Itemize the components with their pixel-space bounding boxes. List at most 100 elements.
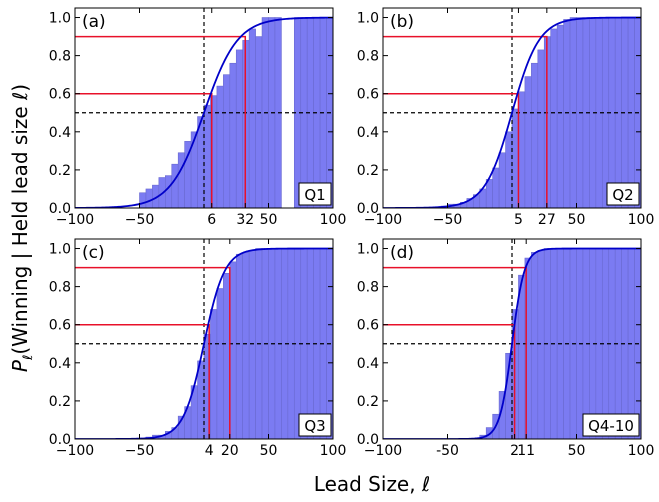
y-tick-label: 0.6 xyxy=(357,87,379,103)
axes-frame xyxy=(382,7,642,209)
y-tick-label: 1.0 xyxy=(357,11,379,27)
y-tick-label: 1.0 xyxy=(357,242,379,258)
threshold-line xyxy=(75,266,231,439)
histogram-bar xyxy=(223,74,231,208)
threshold-line xyxy=(383,92,520,208)
panel-label: (d) xyxy=(390,243,414,263)
x-tick-label: 4 xyxy=(205,443,214,459)
panel-a: 0.0 0.2 0.4 0.6 0.8 1.0 −100 −50 6 32 50 100 (a) Q1 xyxy=(49,7,347,228)
y-axis-title: Pℓ(Winning | Held lead size ℓ) xyxy=(8,84,36,372)
histogram-bar xyxy=(171,163,179,208)
plot-area xyxy=(75,239,333,439)
histogram-bar xyxy=(235,253,243,439)
histogram-bar xyxy=(518,274,526,439)
axes-frame xyxy=(74,238,334,440)
x-tick-label: 20 xyxy=(221,443,239,459)
panel-b: 0.0 0.2 0.4 0.6 0.8 1.0 −100 −50 5 27 50 100 (b) Q2 xyxy=(357,7,655,228)
x-tick-label: 100 xyxy=(628,212,655,228)
histogram-bar xyxy=(229,261,237,439)
y-tick-label: 0.2 xyxy=(49,163,71,179)
panel-d: 0.0 0.2 0.4 0.6 0.8 1.0 −100 -50 211 50 100 (d) Q4-1… xyxy=(357,238,655,459)
x-tick-label: 2 xyxy=(510,443,519,459)
histogram-bar xyxy=(255,36,263,208)
histogram-bar xyxy=(518,91,526,208)
x-tick-label: −50 xyxy=(125,212,155,228)
y-tick-label: 0.0 xyxy=(49,432,71,448)
y-tick-label: 0.6 xyxy=(357,318,379,334)
y-tick-label: 1.0 xyxy=(49,11,71,27)
x-tick-label: 6 xyxy=(207,212,216,228)
x-tick-label: −50 xyxy=(125,443,155,459)
quarter-box xyxy=(298,182,332,206)
x-tick-label: 100 xyxy=(320,443,347,459)
quarter-label: Q4-10 xyxy=(588,417,634,435)
histogram-bar xyxy=(235,49,243,208)
plot-area xyxy=(383,239,641,439)
logistic-fit-curve xyxy=(75,16,333,208)
axes-frame xyxy=(74,7,334,209)
histogram-bar xyxy=(524,76,532,208)
y-axis-title-subscript: ℓ xyxy=(21,355,36,361)
x-tick-label: 5 xyxy=(514,212,523,228)
plot-area xyxy=(75,8,333,208)
y-tick-label: 0.8 xyxy=(49,49,71,65)
histogram-bar xyxy=(229,62,237,208)
x-tick-label: −100 xyxy=(56,443,94,459)
histogram-bar xyxy=(203,104,211,208)
y-tick-label: 0.2 xyxy=(357,163,379,179)
histogram-bar xyxy=(531,252,539,439)
x-tick-label: −100 xyxy=(364,212,402,228)
y-tick-label: 1.0 xyxy=(49,242,71,258)
y-tick-label: 0.8 xyxy=(49,280,71,296)
x-tick-label: −100 xyxy=(364,443,402,459)
y-axis-title-text: (Winning | Held lead size ℓ) xyxy=(8,84,32,355)
histogram-bar xyxy=(210,309,218,439)
histogram-bar xyxy=(492,167,500,208)
plot-area xyxy=(383,8,641,208)
y-tick-label: 0.4 xyxy=(49,125,71,141)
x-tick-label: 27 xyxy=(538,212,556,228)
x-tick-label: 50 xyxy=(568,443,586,459)
threshold-line xyxy=(75,35,247,208)
histogram-bar xyxy=(511,108,519,208)
y-tick-label: 0.2 xyxy=(357,394,379,410)
histogram-bar xyxy=(139,192,147,208)
y-axis-title-prefix: P xyxy=(8,359,32,372)
y-tick-label: 0.4 xyxy=(357,356,379,372)
threshold-line xyxy=(383,35,548,208)
y-tick-label: 0.2 xyxy=(49,394,71,410)
histogram-bar xyxy=(197,360,205,439)
histogram-bar xyxy=(531,62,539,208)
quarter-label: Q2 xyxy=(612,186,633,204)
histogram-bar xyxy=(242,252,250,439)
x-tick-label: 50 xyxy=(568,212,586,228)
histogram-bar xyxy=(537,250,545,439)
y-tick-label: 0.6 xyxy=(49,318,71,334)
histogram-bar xyxy=(223,272,231,439)
x-tick-label: −50 xyxy=(433,212,463,228)
y-tick-label: 0.8 xyxy=(357,280,379,296)
x-tick-label: 50 xyxy=(260,212,278,228)
panel-label: (a) xyxy=(82,12,106,32)
histogram-bar xyxy=(145,188,153,208)
axes-frame xyxy=(382,238,642,440)
quarter-label: Q3 xyxy=(304,417,325,435)
logistic-fit-curve xyxy=(383,247,641,439)
x-tick-label: 100 xyxy=(320,212,347,228)
histogram-bar xyxy=(498,152,506,208)
y-tick-label: 0.0 xyxy=(357,432,379,448)
x-tick-label: 100 xyxy=(628,443,655,459)
histogram-bar xyxy=(556,24,564,208)
y-tick-label: 0.8 xyxy=(357,49,379,65)
x-tick-label: 32 xyxy=(236,212,254,228)
histogram-bar xyxy=(177,152,185,208)
panel-label: (c) xyxy=(82,243,105,263)
quarter-box xyxy=(298,413,332,437)
histogram-bar xyxy=(216,288,224,439)
panel-c: 0.0 0.2 0.4 0.6 0.8 1.0 −100 −50 4 20 50 100 (c) Q3 xyxy=(49,238,347,459)
histogram-bar xyxy=(537,49,545,208)
y-tick-label: 0.4 xyxy=(357,125,379,141)
histogram-bar xyxy=(505,131,513,208)
histogram-bar xyxy=(248,250,256,439)
